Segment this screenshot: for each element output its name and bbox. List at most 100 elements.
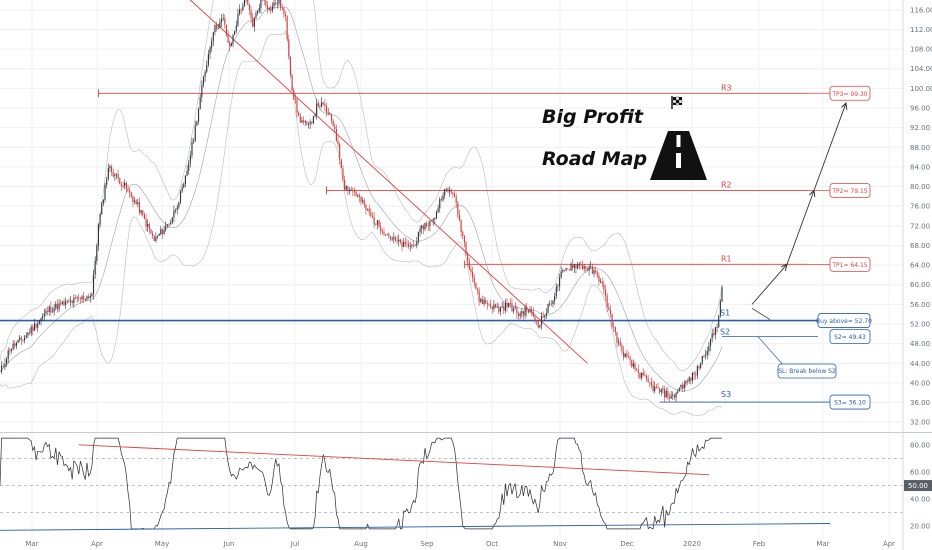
candle-body bbox=[478, 290, 480, 302]
band-upper bbox=[0, 0, 723, 372]
candle-body bbox=[14, 343, 16, 347]
candle-body bbox=[611, 314, 613, 327]
candle-body bbox=[314, 114, 316, 117]
candle-body bbox=[449, 190, 451, 192]
candle-body bbox=[634, 363, 636, 370]
candle-body bbox=[319, 105, 321, 107]
candle-body bbox=[494, 304, 497, 308]
candle-body bbox=[229, 42, 231, 46]
candle-body bbox=[632, 363, 634, 367]
candle-body bbox=[593, 270, 595, 274]
price-tick-label: 48.00 bbox=[910, 340, 930, 348]
candle-body bbox=[358, 195, 360, 198]
candle-body bbox=[112, 172, 114, 177]
candle-body bbox=[84, 299, 86, 301]
rsi-current-value-badge bbox=[904, 480, 932, 492]
price-tick-label: 56.00 bbox=[910, 301, 930, 309]
candle-body bbox=[345, 186, 347, 190]
date-label: Sep bbox=[420, 540, 434, 548]
candle-body bbox=[48, 306, 50, 313]
candle-body bbox=[371, 215, 374, 218]
candle-body bbox=[238, 9, 241, 14]
candle-body bbox=[284, 13, 287, 17]
candle-body bbox=[199, 97, 201, 109]
candle-body bbox=[68, 300, 70, 302]
candle-body bbox=[339, 143, 341, 160]
candle-body bbox=[527, 310, 529, 312]
candle-body bbox=[613, 326, 615, 327]
candle-body bbox=[53, 308, 55, 312]
candle-body bbox=[631, 360, 633, 367]
candle-body bbox=[368, 208, 370, 213]
candle-body bbox=[573, 264, 575, 268]
candle-body bbox=[549, 303, 551, 305]
price-tick-label: 104.00 bbox=[910, 65, 932, 73]
candle-body bbox=[531, 309, 533, 312]
candle-body bbox=[491, 306, 493, 310]
candle-body bbox=[51, 311, 54, 313]
take-profit-callout bbox=[829, 85, 871, 101]
support-callout bbox=[817, 313, 871, 328]
candle-body bbox=[440, 199, 442, 201]
candle-body bbox=[545, 312, 547, 316]
band-middle bbox=[0, 6, 723, 392]
candle-body bbox=[480, 299, 482, 302]
take-profit-callout bbox=[829, 256, 871, 272]
projection-tail bbox=[751, 307, 771, 320]
candle-body bbox=[340, 159, 342, 169]
price-tick-label: 96.00 bbox=[910, 105, 930, 113]
candle-body bbox=[408, 243, 410, 247]
candle-body bbox=[416, 241, 418, 246]
candle-body bbox=[178, 202, 180, 208]
candle-body bbox=[719, 301, 721, 316]
candle-body bbox=[60, 303, 62, 305]
candle-body bbox=[637, 370, 639, 373]
candle-body bbox=[265, 0, 267, 6]
candle-body bbox=[337, 140, 339, 144]
candle-body bbox=[570, 264, 572, 271]
price-tick-label: 84.00 bbox=[910, 163, 930, 171]
candle-body bbox=[636, 369, 638, 371]
candle-body bbox=[171, 217, 173, 223]
candle-body bbox=[386, 234, 388, 236]
candle-body bbox=[152, 233, 154, 236]
candle-body bbox=[306, 121, 308, 125]
candle-body bbox=[211, 40, 213, 48]
candle-body bbox=[325, 106, 328, 113]
price-tick-label: 88.00 bbox=[910, 144, 930, 152]
candle-body bbox=[555, 286, 557, 297]
candle-body bbox=[55, 303, 57, 309]
candle-body bbox=[537, 321, 539, 328]
candle-body bbox=[488, 304, 490, 306]
support-callout bbox=[829, 329, 871, 345]
resistance-label-r3: R3 bbox=[721, 83, 732, 92]
candle-body bbox=[668, 397, 671, 399]
candle-body bbox=[609, 309, 611, 315]
date-label: Aug bbox=[354, 540, 368, 548]
candle-body bbox=[137, 202, 139, 205]
candle-body bbox=[391, 238, 393, 240]
candle-body bbox=[217, 27, 219, 29]
candle-body bbox=[104, 184, 106, 201]
candle-body bbox=[129, 190, 131, 193]
candle-body bbox=[406, 243, 408, 245]
candle-body bbox=[232, 34, 234, 44]
price-tick-label: 92.00 bbox=[910, 124, 930, 132]
candle-body bbox=[311, 121, 313, 124]
candle-body bbox=[375, 224, 377, 226]
candle-body bbox=[427, 225, 429, 227]
candle-body bbox=[201, 84, 203, 98]
candle-body bbox=[378, 220, 380, 227]
candle-body bbox=[204, 71, 206, 77]
candle-body bbox=[312, 116, 314, 124]
take-profit-callout bbox=[829, 183, 871, 198]
candle-body bbox=[38, 320, 40, 324]
candle-body bbox=[344, 180, 346, 190]
candle-body bbox=[622, 351, 625, 358]
candle-body bbox=[22, 339, 24, 341]
candle-body bbox=[89, 296, 91, 298]
price-tick-label: 44.00 bbox=[910, 360, 930, 368]
candle-body bbox=[183, 183, 185, 188]
price-tick-label: 108.00 bbox=[910, 46, 932, 54]
